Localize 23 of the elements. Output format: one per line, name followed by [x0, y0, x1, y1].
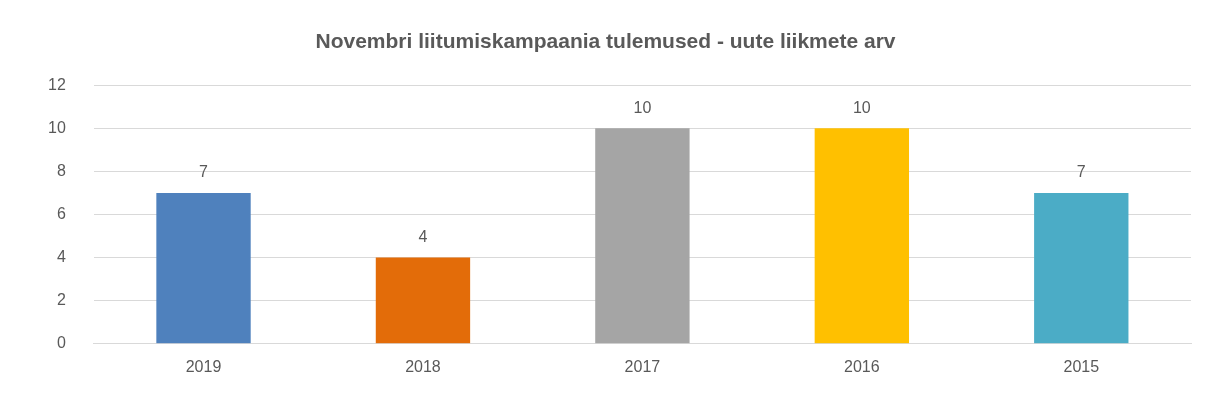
data-label: 10	[852, 98, 871, 116]
y-tick-label: 4	[56, 248, 66, 266]
y-tick-label: 2	[56, 291, 66, 309]
bar	[156, 192, 251, 344]
bar	[1034, 192, 1129, 344]
x-tick-label: 2015	[1063, 357, 1100, 375]
x-tick-label: 2016	[844, 357, 880, 375]
bar	[595, 128, 690, 344]
data-label: 7	[1076, 163, 1086, 181]
x-tick-label: 2019	[185, 357, 222, 375]
y-tick-label: 8	[56, 161, 66, 179]
bar	[375, 257, 471, 344]
data-label: 7	[199, 163, 209, 181]
bar	[814, 128, 910, 344]
data-label: 10	[633, 98, 652, 116]
y-tick-label: 12	[48, 75, 66, 93]
y-tick-label: 10	[48, 118, 66, 136]
chart-title: Novembri liitumiskampaania tulemused - uute liikmete arv	[315, 29, 896, 53]
y-tick-label: 6	[56, 204, 66, 222]
data-label: 4	[418, 228, 428, 246]
x-tick-label: 2017	[624, 357, 661, 375]
x-tick-label: 2018	[405, 357, 441, 375]
y-tick-label: 0	[56, 334, 66, 352]
